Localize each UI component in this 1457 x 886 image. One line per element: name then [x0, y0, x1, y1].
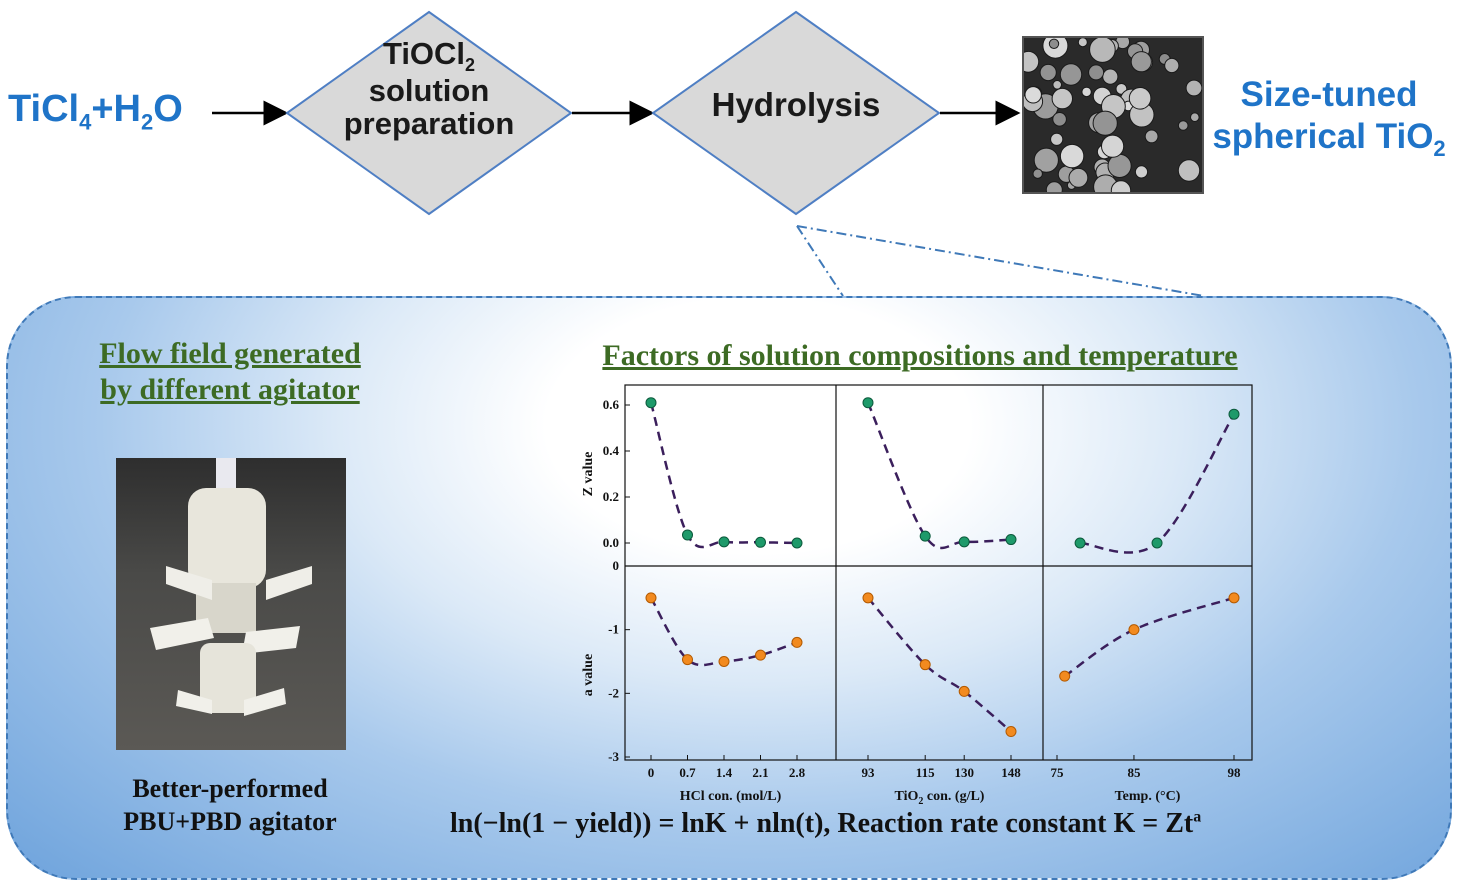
- sem-particle: [1130, 51, 1152, 73]
- sem-particle: [1077, 38, 1088, 48]
- step1-label: TiOCl2 solution preparation: [343, 36, 515, 141]
- zoom-line-left: [796, 225, 844, 297]
- sem-particle: [1102, 68, 1119, 85]
- sem-particle: [1089, 38, 1116, 63]
- sem-particle: [1068, 167, 1089, 188]
- sem-particle: [1052, 112, 1067, 127]
- sem-particle: [1024, 86, 1042, 104]
- sem-particle: [1051, 87, 1073, 110]
- sem-particle: [1144, 129, 1159, 144]
- sem-particle: [1110, 180, 1132, 192]
- start-reactants: TiCl4+H2O: [8, 88, 183, 135]
- sem-particle: [1107, 153, 1132, 179]
- sem-particle: [1033, 147, 1059, 173]
- sem-particle: [1177, 120, 1189, 131]
- sem-particle: [1059, 143, 1085, 169]
- sem-particle: [1134, 165, 1149, 179]
- sem-particle: [1177, 159, 1201, 182]
- sem-particle: [1092, 110, 1118, 136]
- sem-particle: [1052, 80, 1063, 90]
- sem-particle: [1185, 79, 1202, 97]
- diamond-step2: [651, 10, 941, 216]
- agitator-heading: Flow field generated by different agitat…: [99, 337, 361, 406]
- sem-particle: [1128, 87, 1152, 110]
- sem-particle: [1101, 134, 1125, 158]
- rate-equation: ln(−ln(1 − yield)) = lnK + nln(t), React…: [450, 808, 1202, 839]
- sem-particle: [1039, 63, 1057, 82]
- sem-particle: [1190, 112, 1200, 122]
- sem-image: [1022, 36, 1204, 194]
- sem-particle: [1045, 181, 1063, 192]
- agitator-photo: [116, 458, 346, 750]
- sem-particle: [1024, 50, 1040, 73]
- result-label: Size-tuned spherical TiO2: [1212, 75, 1446, 161]
- sem-particle: [1032, 168, 1043, 179]
- sem-particle: [1164, 57, 1180, 74]
- sem-particle: [1048, 38, 1060, 49]
- flow-diagram: [212, 10, 1205, 297]
- sem-particle: [1088, 64, 1105, 81]
- sem-particle: [1081, 86, 1092, 98]
- diamond-step1: [285, 10, 573, 216]
- sem-particle: [1059, 63, 1083, 86]
- zoom-line-right: [796, 225, 1205, 297]
- sem-particle: [1050, 132, 1064, 146]
- agitator-caption: Better-performed PBU+PBD agitator: [123, 774, 337, 836]
- factors-heading: Factors of solution compositions and tem…: [602, 339, 1238, 372]
- step2-label: Hydrolysis: [711, 86, 881, 123]
